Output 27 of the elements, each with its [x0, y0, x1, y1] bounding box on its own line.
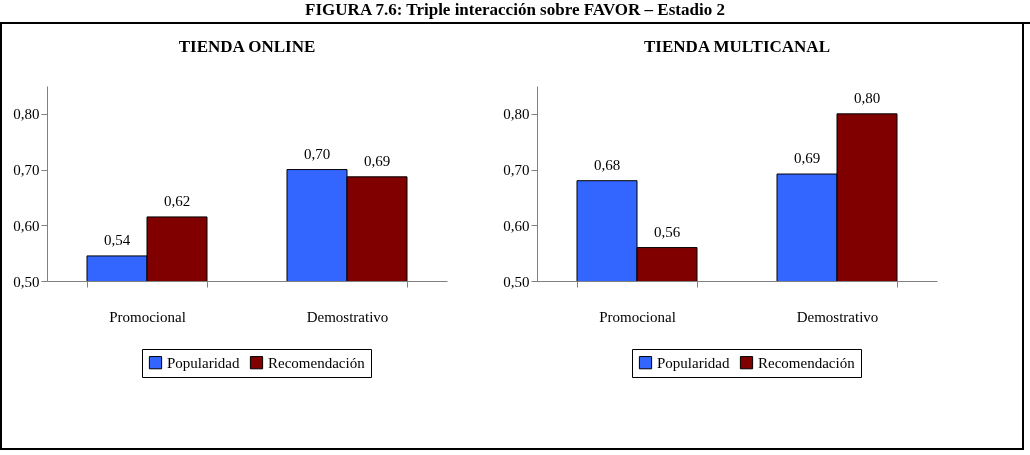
x-tick-label: Demostrativo — [796, 308, 879, 325]
data-label: 0,69 — [793, 150, 821, 167]
x-tick-label: Promocional — [109, 308, 186, 325]
legend-label: Popularidad — [657, 354, 730, 371]
chart-title: TIENDA MULTICANAL — [644, 37, 830, 56]
y-tick-label: 0,60 — [13, 217, 40, 234]
y-tick-label: 0,70 — [13, 162, 40, 179]
y-tick-label: 0,80 — [13, 106, 40, 123]
legend-label: Recomendación — [758, 354, 856, 371]
data-label: 0,70 — [303, 145, 331, 162]
y-tick-label: 0,50 — [13, 273, 40, 290]
data-label: 0,69 — [363, 152, 391, 169]
y-tick-label: 0,80 — [503, 106, 530, 123]
data-label: 0,80 — [853, 89, 881, 106]
text: FIGURA 7.6: Triple interacción sobre FAVOR – Estadio 2 — [0, 0, 1030, 24]
data-label: 0,62 — [163, 192, 191, 209]
y-tick-label: 0,60 — [503, 217, 530, 234]
y-tick-label: 0,50 — [503, 273, 530, 290]
data-label: 0,56 — [653, 223, 681, 240]
data-label: 0,68 — [593, 156, 621, 173]
legend-label: Popularidad — [167, 354, 240, 371]
y-tick-label: 0,70 — [503, 162, 530, 179]
data-label: 0,54 — [103, 231, 131, 248]
x-tick-label: Promocional — [599, 308, 676, 325]
x-tick-label: Demostrativo — [306, 308, 389, 325]
legend-label: Recomendación — [268, 354, 366, 371]
chart-title: TIENDA ONLINE — [178, 37, 316, 56]
